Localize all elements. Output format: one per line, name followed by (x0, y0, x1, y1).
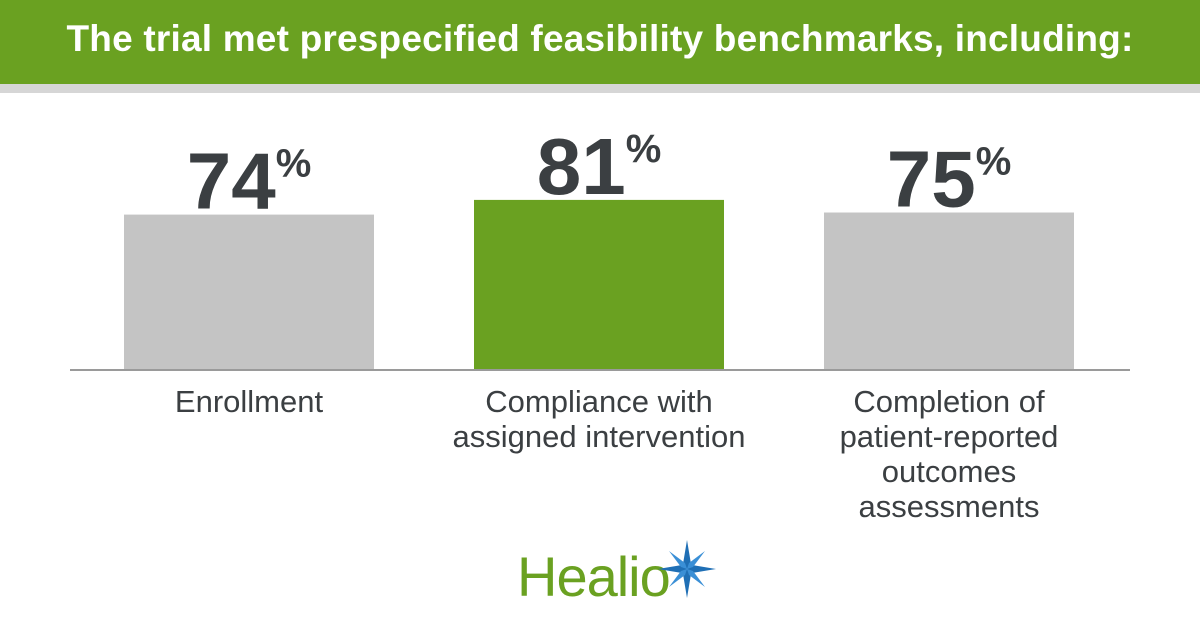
category-label-3: Completion of (853, 384, 1045, 419)
header-divider (0, 84, 1200, 93)
category-label-1: Enrollment (175, 384, 324, 419)
header-banner: The trial met prespecified feasibility b… (0, 0, 1200, 84)
category-label-3: patient-reported (840, 419, 1059, 454)
bar-2 (474, 199, 724, 369)
category-label-2: assigned intervention (453, 419, 746, 454)
logo-wordmark: Healio (517, 545, 671, 608)
category-label-2: Compliance with (485, 384, 712, 419)
bar-3 (824, 212, 1074, 369)
page-title: The trial met prespecified feasibility b… (66, 18, 1134, 59)
value-label-1: 74% (187, 137, 312, 226)
bar-1 (124, 214, 374, 369)
value-label-3: 75% (887, 135, 1012, 224)
healio-logo: Healio (517, 538, 727, 608)
category-label-3: assessments (859, 489, 1040, 524)
healio-star-icon (658, 540, 716, 598)
value-label-2: 81% (537, 122, 662, 211)
category-label-3: outcomes (882, 454, 1016, 489)
